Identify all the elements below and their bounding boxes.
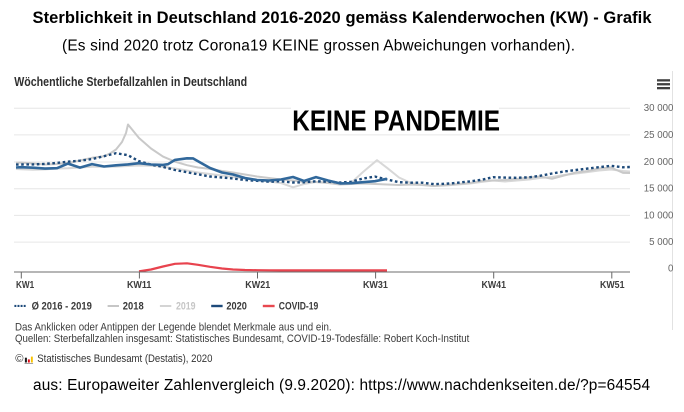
svg-text:Sterblichkeit in Deutschland 2: Sterblichkeit in Deutschland 2016-2020 g… (33, 9, 653, 27)
svg-text:KEINE PANDEMIE: KEINE PANDEMIE (292, 104, 500, 136)
svg-text:0: 0 (668, 264, 674, 275)
svg-text:Wöchentliche Sterbefallzahlen: Wöchentliche Sterbefallzahlen in Deutsch… (14, 74, 247, 89)
svg-text:20 000: 20 000 (644, 157, 674, 168)
svg-text:Statistisches Bundesamt (Desta: Statistisches Bundesamt (Destatis), 2020 (37, 353, 212, 365)
svg-text:KW41: KW41 (482, 280, 506, 291)
svg-text:30 000: 30 000 (644, 103, 674, 114)
svg-text:(Es sind 2020 trotz Corona19 K: (Es sind 2020 trotz Corona19 KEINE gross… (62, 37, 575, 54)
svg-text:10 000: 10 000 (644, 210, 674, 221)
svg-text:Ø 2016 - 2019: Ø 2016 - 2019 (32, 301, 93, 313)
svg-text:Quellen: Sterbefallzahlen insg: Quellen: Sterbefallzahlen insgesamt: Sta… (15, 334, 469, 346)
svg-text:aus: Europaweiter Zahlenvergle: aus: Europaweiter Zahlenvergleich (9.9.2… (33, 377, 650, 394)
svg-text:25 000: 25 000 (644, 130, 674, 141)
svg-text:KW31: KW31 (363, 279, 388, 290)
svg-text:2020: 2020 (226, 301, 247, 313)
svg-text:KW21: KW21 (245, 279, 270, 290)
svg-text:2019: 2019 (176, 300, 196, 312)
svg-text:15 000: 15 000 (644, 184, 674, 195)
svg-text:Das Anklicken oder Antippen de: Das Anklicken oder Antippen der Legende … (15, 322, 332, 334)
svg-text:KW51: KW51 (600, 280, 624, 291)
svg-text:KW11: KW11 (127, 279, 151, 290)
svg-text:COVID-19: COVID-19 (279, 300, 319, 312)
svg-text:©: © (15, 353, 24, 365)
svg-text:5 000: 5 000 (649, 237, 674, 248)
svg-text:KW1: KW1 (16, 279, 34, 290)
svg-text:2018: 2018 (123, 301, 144, 313)
